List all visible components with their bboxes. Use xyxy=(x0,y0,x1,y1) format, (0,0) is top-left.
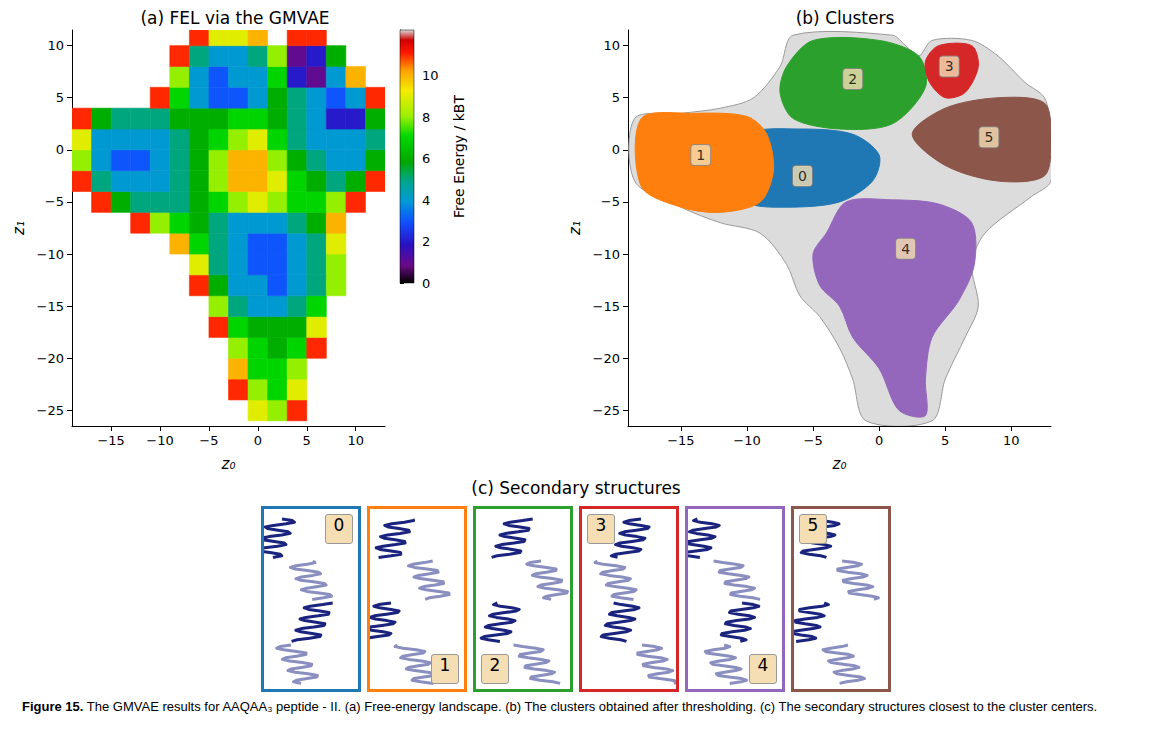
svg-text:z₁: z₁ xyxy=(10,221,28,236)
svg-text:−15: −15 xyxy=(97,433,124,448)
svg-text:−25: −25 xyxy=(37,403,64,418)
svg-text:z₀: z₀ xyxy=(832,455,847,473)
html-text:Figure 15. The GMVAE results f: Figure 15. The GMVAE results for AAQAA₃ … xyxy=(22,699,1098,714)
svg-text:4: 4 xyxy=(422,193,430,208)
svg-text:10: 10 xyxy=(422,68,439,83)
svg-text:−5: −5 xyxy=(45,194,64,209)
svg-text:−10: −10 xyxy=(146,433,173,448)
svg-text:5: 5 xyxy=(303,433,311,448)
svg-text:0: 0 xyxy=(56,142,64,157)
svg-text:−20: −20 xyxy=(593,351,620,366)
svg-text:0: 0 xyxy=(875,433,883,448)
svg-text:(a) FEL via the GMVAE: (a) FEL via the GMVAE xyxy=(140,8,329,28)
svg-text:−10: −10 xyxy=(593,247,620,262)
svg-text:−5: −5 xyxy=(803,433,822,448)
svg-text:z₁: z₁ xyxy=(566,221,584,236)
svg-text:−20: −20 xyxy=(37,351,64,366)
svg-text:0: 0 xyxy=(798,168,807,184)
html-text:4: 4 xyxy=(757,655,769,675)
svg-text:3: 3 xyxy=(945,58,954,74)
svg-text:−15: −15 xyxy=(593,299,620,314)
svg-text:Free Energy / kBT: Free Energy / kBT xyxy=(451,95,467,219)
svg-text:8: 8 xyxy=(422,110,430,125)
svg-text:5: 5 xyxy=(612,90,620,105)
svg-text:5: 5 xyxy=(984,129,993,145)
svg-text:2: 2 xyxy=(422,234,430,249)
svg-text:10: 10 xyxy=(347,433,364,448)
svg-text:4: 4 xyxy=(901,241,910,257)
html-text:2: 2 xyxy=(489,655,501,675)
svg-text:5: 5 xyxy=(56,90,64,105)
svg-text:2: 2 xyxy=(848,71,857,87)
svg-text:0: 0 xyxy=(422,276,430,291)
html-text:5: 5 xyxy=(807,515,819,535)
html-text:1: 1 xyxy=(439,655,451,675)
svg-text:6: 6 xyxy=(422,151,430,166)
svg-text:−10: −10 xyxy=(733,433,760,448)
svg-text:−25: −25 xyxy=(593,403,620,418)
svg-text:10: 10 xyxy=(1003,433,1020,448)
html-text:3: 3 xyxy=(595,515,607,535)
svg-text:z₀: z₀ xyxy=(221,455,236,473)
svg-text:0: 0 xyxy=(254,433,262,448)
html-text:0: 0 xyxy=(333,515,345,535)
svg-text:−10: −10 xyxy=(37,247,64,262)
svg-text:0: 0 xyxy=(612,142,620,157)
svg-text:−15: −15 xyxy=(667,433,694,448)
svg-text:−15: −15 xyxy=(37,299,64,314)
svg-text:−5: −5 xyxy=(199,433,218,448)
svg-text:5: 5 xyxy=(941,433,949,448)
svg-text:−5: −5 xyxy=(601,194,620,209)
svg-text:(b) Clusters: (b) Clusters xyxy=(796,8,895,28)
svg-text:1: 1 xyxy=(696,147,705,163)
html-text:(c) Secondary structures: (c) Secondary structures xyxy=(471,478,681,498)
svg-text:10: 10 xyxy=(47,38,64,53)
svg-text:10: 10 xyxy=(603,38,620,53)
